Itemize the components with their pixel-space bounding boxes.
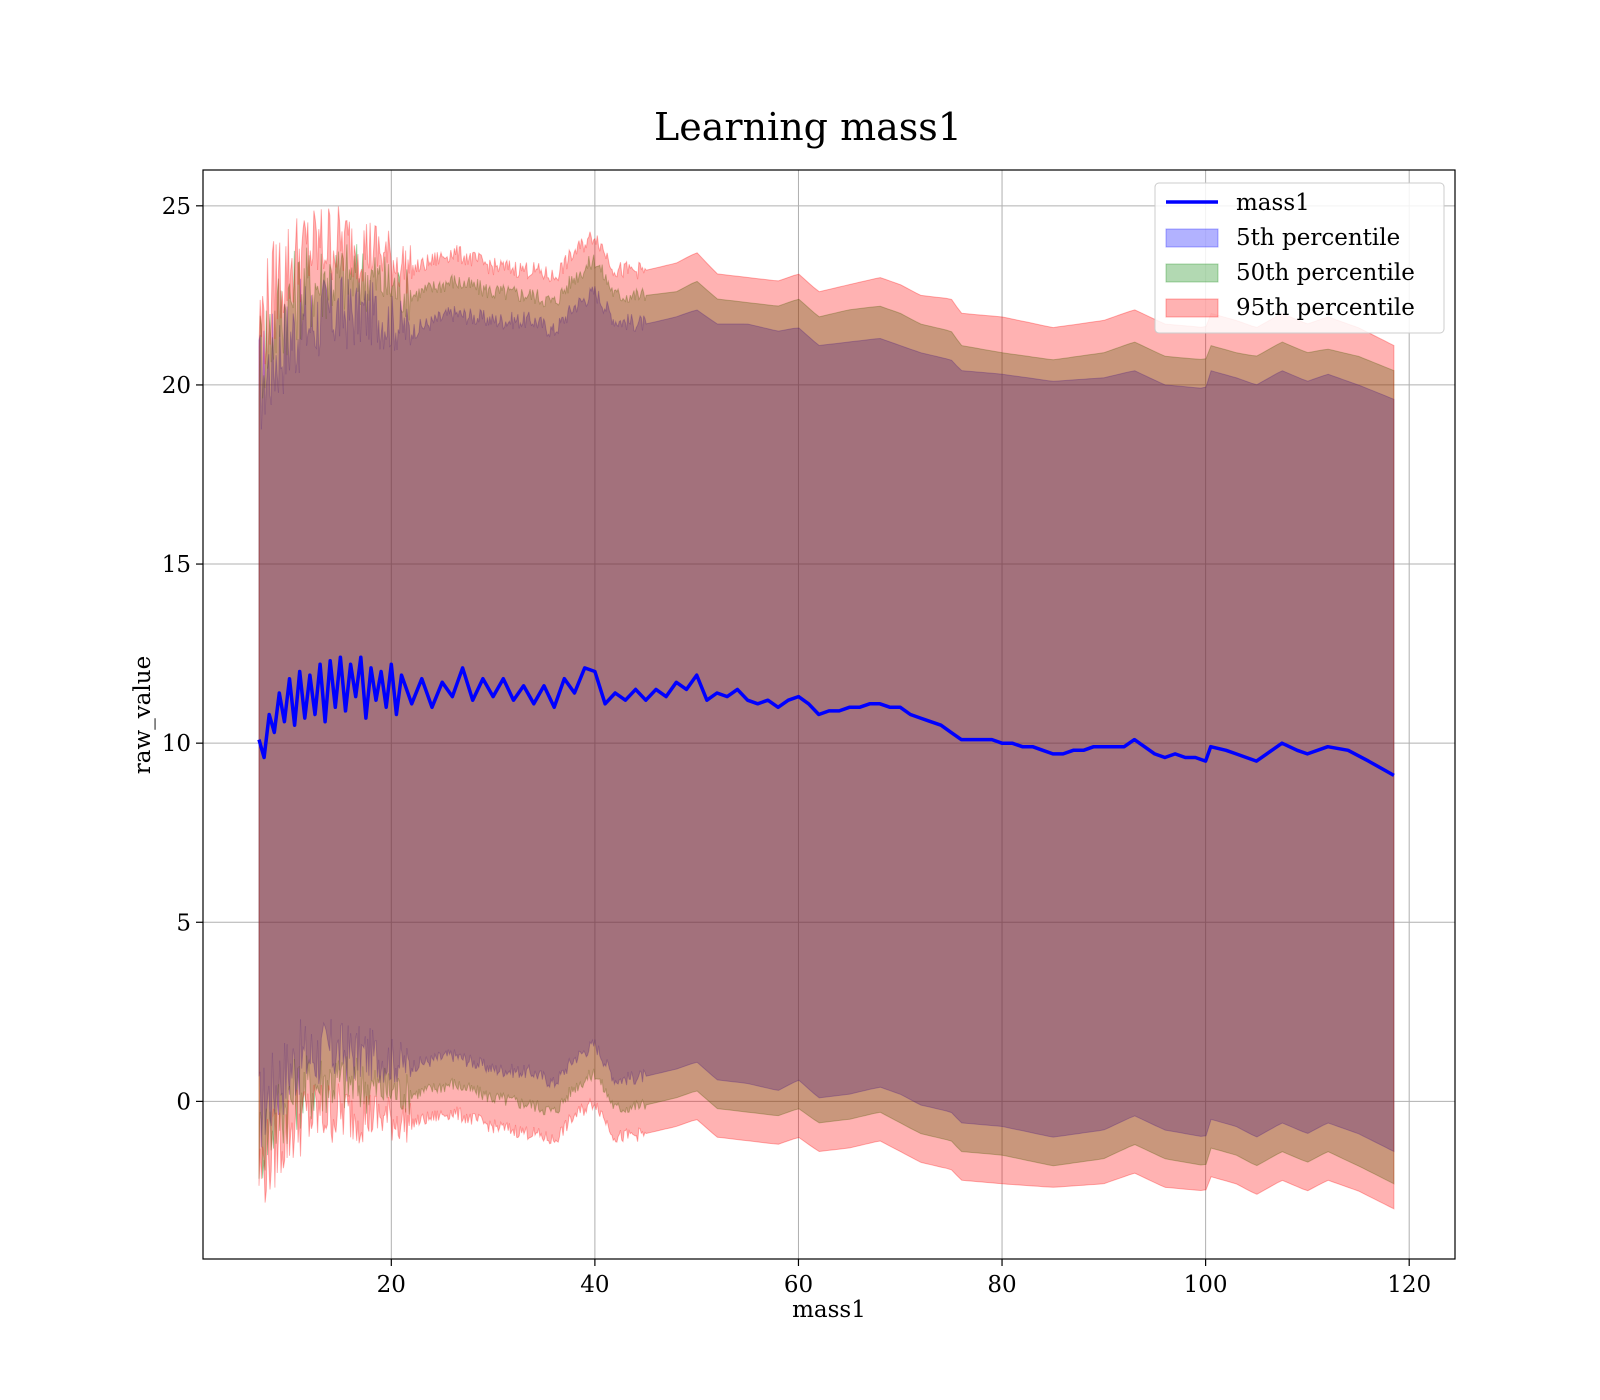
x-tick-label-1: 40 <box>580 1272 609 1298</box>
y-tick-label-5: 25 <box>162 194 191 220</box>
x-axis-label: mass1 <box>792 1297 866 1323</box>
legend-swatch-band-1 <box>1165 263 1219 283</box>
band-2 <box>258 206 1395 1210</box>
legend-label-line: mass1 <box>1236 190 1310 216</box>
y-tick-label-0: 0 <box>176 1089 191 1115</box>
legend-label-band-1: 50th percentile <box>1236 260 1415 286</box>
x-tick-label-2: 60 <box>784 1272 813 1298</box>
y-tick-label-4: 20 <box>162 373 191 399</box>
legend-swatch-band-0 <box>1165 228 1219 248</box>
grid-lines <box>203 170 1455 1259</box>
percentile-bands <box>258 206 1395 1210</box>
y-axis-label: raw_value <box>130 656 156 774</box>
x-tick-label-4: 100 <box>1184 1272 1228 1298</box>
x-tick-label-3: 80 <box>987 1272 1016 1298</box>
x-tick-label-5: 120 <box>1387 1272 1431 1298</box>
line-series <box>257 655 1395 777</box>
y-tick-label-3: 15 <box>162 552 191 578</box>
plot-frame <box>202 169 1456 1260</box>
legend-label-band-0: 5th percentile <box>1236 225 1400 251</box>
legend: mass1 5th percentile 50th percentile 95t… <box>1154 182 1445 334</box>
line-mass1 <box>257 655 1395 777</box>
legend-swatch-band-2 <box>1165 298 1219 318</box>
y-axis-ticks: 0 5 10 15 20 25 <box>162 194 203 1115</box>
y-tick-label-2: 10 <box>162 731 191 757</box>
chart-title: Learning mass1 <box>654 105 962 149</box>
y-tick-label-1: 5 <box>176 910 191 936</box>
legend-label-band-2: 95th percentile <box>1236 295 1415 321</box>
x-tick-label-0: 20 <box>377 1272 406 1298</box>
band-1 <box>258 244 1395 1185</box>
legend-box <box>1154 182 1445 334</box>
x-axis-ticks: 20 40 60 80 100 120 <box>377 1259 1431 1298</box>
